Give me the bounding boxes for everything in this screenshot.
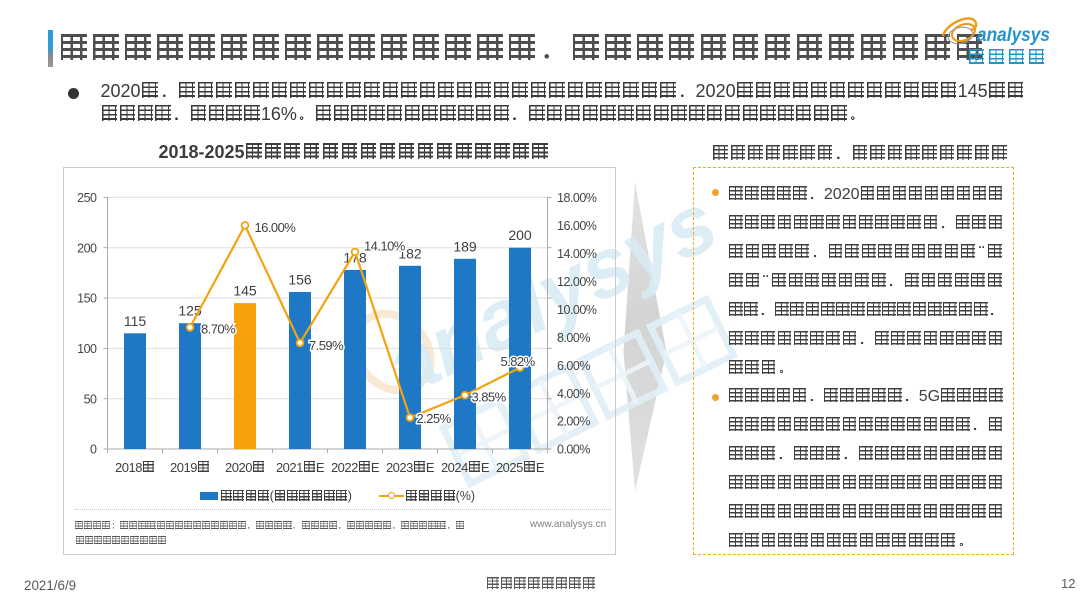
svg-text:189: 189 bbox=[453, 238, 477, 254]
svg-text:0.00%: 0.00% bbox=[557, 443, 590, 457]
svg-text:200: 200 bbox=[77, 241, 97, 255]
svg-text:50: 50 bbox=[84, 392, 97, 406]
svg-text:16.00%: 16.00% bbox=[255, 220, 297, 235]
svg-text:16.00%: 16.00% bbox=[557, 219, 597, 233]
svg-text:12.00%: 12.00% bbox=[557, 275, 597, 289]
svg-text:2.25%: 2.25% bbox=[417, 411, 452, 426]
svg-text:100: 100 bbox=[77, 342, 97, 356]
svg-text:200: 200 bbox=[508, 227, 532, 243]
svg-text:250: 250 bbox=[77, 191, 97, 205]
svg-text:3.85%: 3.85% bbox=[472, 389, 507, 404]
svg-text:150: 150 bbox=[77, 292, 97, 306]
svg-text:10.00%: 10.00% bbox=[557, 303, 597, 317]
svg-text:2.00%: 2.00% bbox=[557, 415, 590, 429]
svg-text:7.59%: 7.59% bbox=[309, 338, 344, 353]
svg-text:0: 0 bbox=[90, 443, 97, 457]
svg-text:4.00%: 4.00% bbox=[557, 387, 590, 401]
svg-text:156: 156 bbox=[288, 272, 312, 288]
svg-text:145: 145 bbox=[233, 283, 257, 299]
svg-text:8.70%: 8.70% bbox=[201, 322, 236, 337]
svg-text:18.00%: 18.00% bbox=[557, 191, 597, 205]
svg-text:5.82%: 5.82% bbox=[501, 354, 536, 369]
svg-text:14.00%: 14.00% bbox=[557, 247, 597, 261]
svg-text:115: 115 bbox=[124, 313, 147, 329]
svg-text:analysys: analysys bbox=[977, 24, 1050, 46]
svg-text:6.00%: 6.00% bbox=[557, 359, 590, 373]
svg-text:8.00%: 8.00% bbox=[557, 331, 590, 345]
svg-text:182: 182 bbox=[398, 245, 422, 261]
svg-text:14.10%: 14.10% bbox=[364, 238, 406, 253]
